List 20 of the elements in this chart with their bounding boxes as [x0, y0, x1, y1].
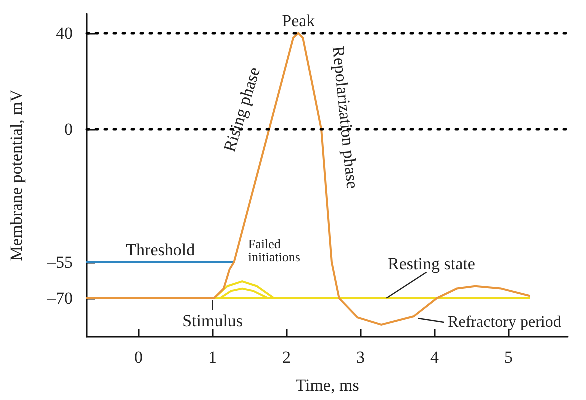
annotation: Rising phase — [220, 65, 264, 154]
x-tick-label: 5 — [504, 348, 514, 367]
y-axis-title: Membrane potential, mV — [7, 89, 26, 262]
x-tick-label: 3 — [356, 348, 366, 367]
series-label: Threshold — [126, 240, 196, 260]
x-axis-title: Time, ms — [296, 376, 360, 395]
annotation: Refractory period — [448, 314, 562, 332]
x-tick-label: 2 — [282, 348, 292, 367]
y-tick-label: –55 — [46, 252, 73, 272]
annotation: Resting state — [388, 254, 476, 274]
annotation: Failed initiations — [248, 236, 300, 265]
y-tick-label: –70 — [46, 288, 73, 308]
annotation: Peak — [282, 11, 316, 30]
x-tick-label: 0 — [134, 348, 144, 367]
annotation: Repolarization phase — [328, 46, 362, 190]
x-tick-label: 1 — [208, 348, 218, 367]
y-tick-label: 0 — [64, 120, 73, 140]
y-tick-label: 40 — [56, 24, 73, 43]
x-tick-label: 4 — [430, 348, 440, 367]
annotation: Stimulus — [182, 311, 244, 330]
